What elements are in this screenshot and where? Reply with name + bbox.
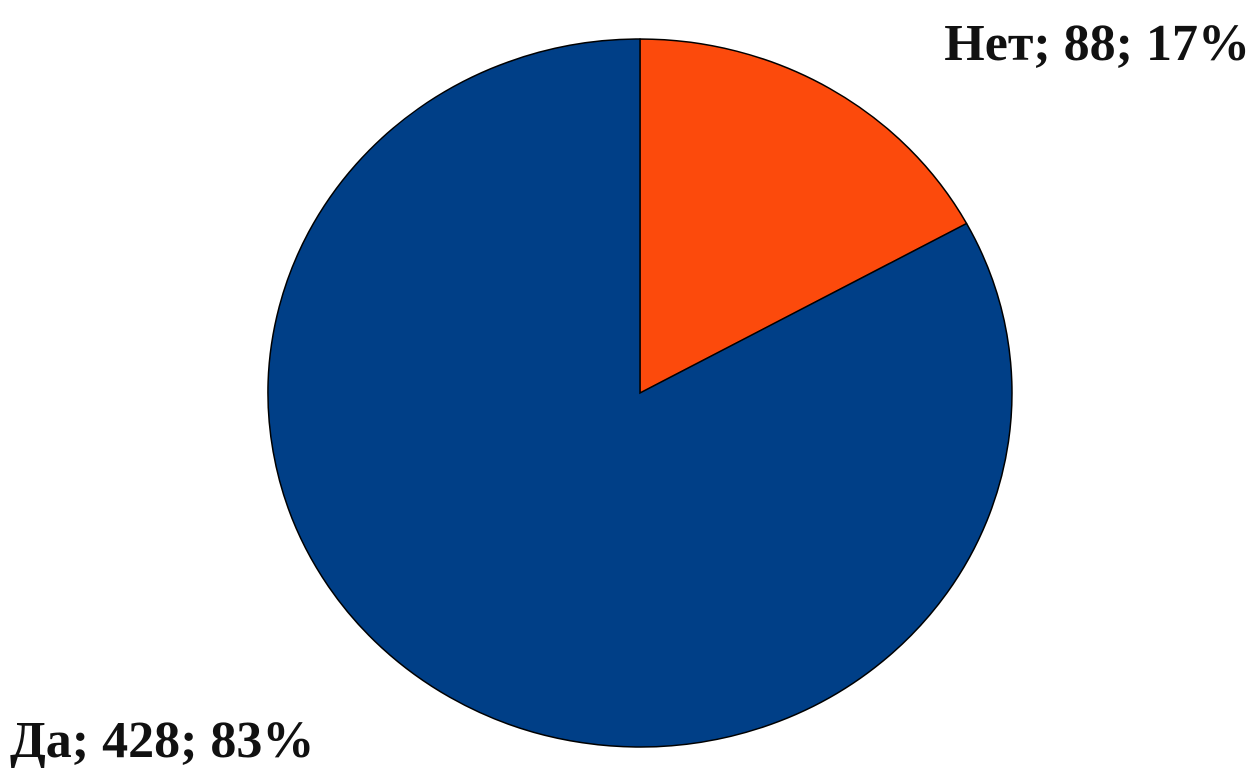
data-label: Да; 428; 83% — [10, 712, 314, 769]
pie-slice — [267, 38, 1013, 748]
data-label: Нет; 88; 17% — [944, 15, 1250, 72]
pie-slice — [639, 38, 968, 395]
